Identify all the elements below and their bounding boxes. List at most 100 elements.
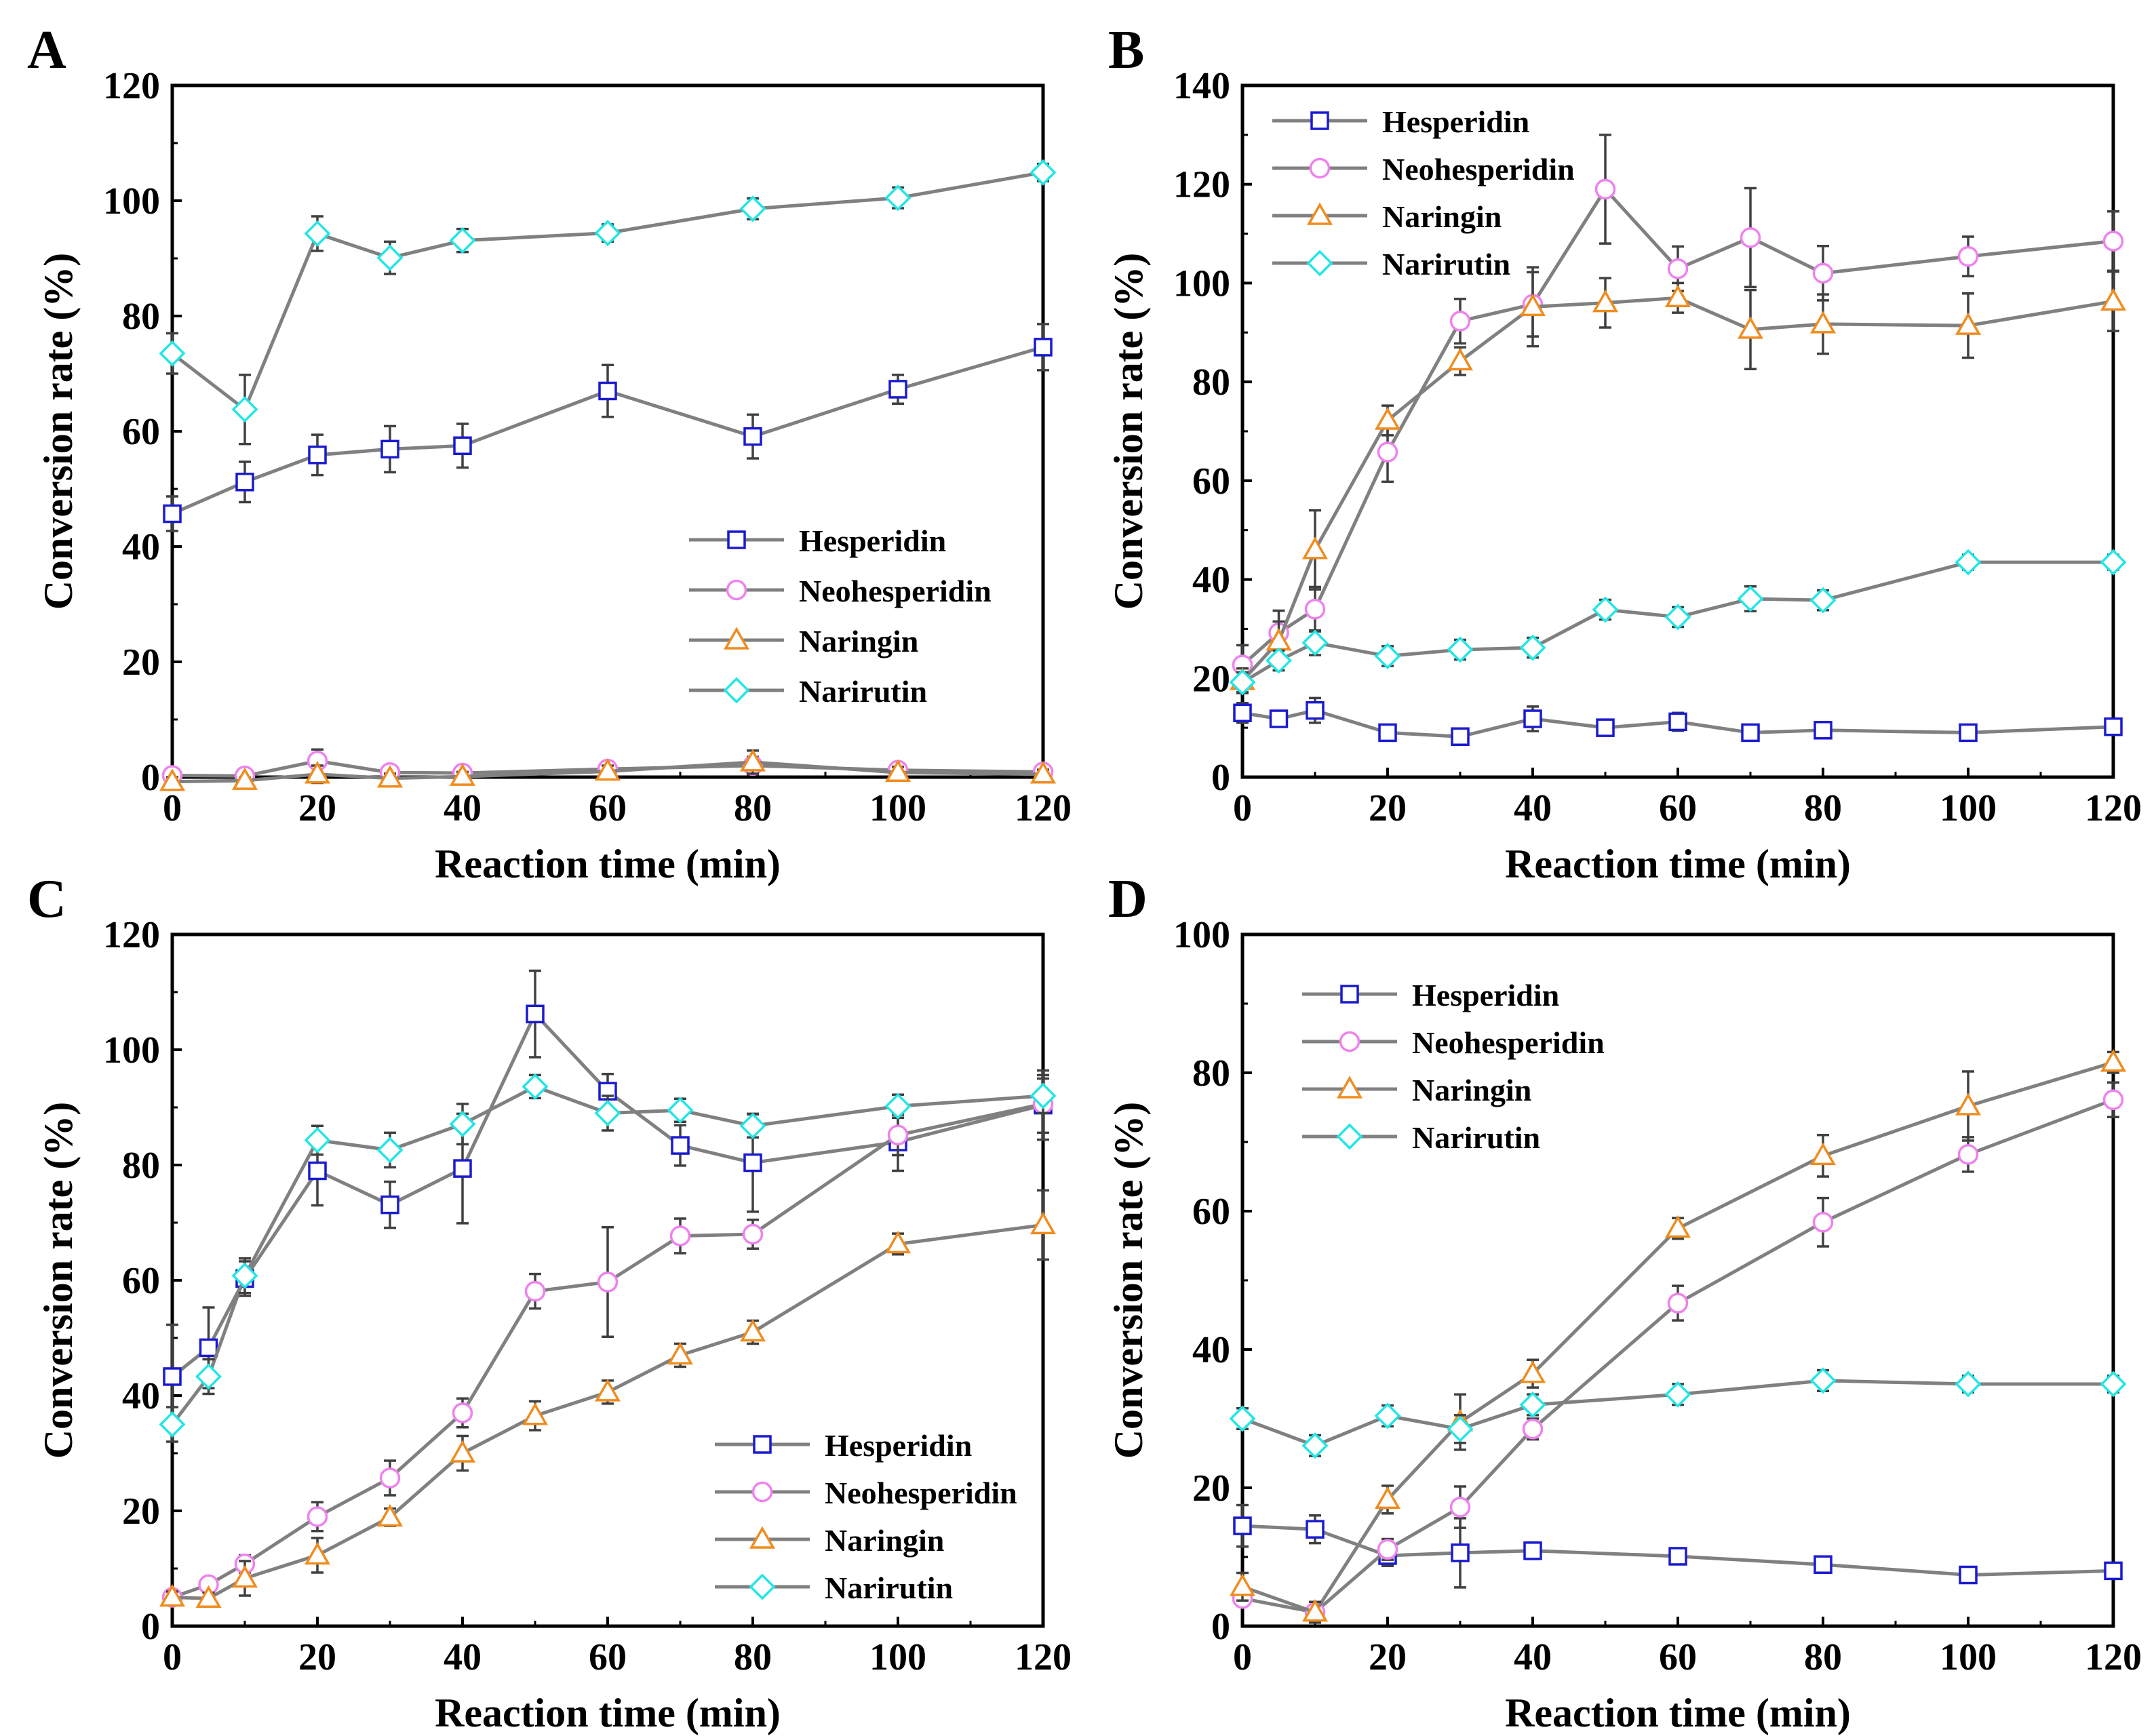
- data-point-naringin: [304, 1541, 331, 1565]
- legend-marker-neohesperidin: [751, 1481, 773, 1503]
- data-point-hesperidin: [163, 504, 182, 524]
- data-point-narirutin: [1955, 1370, 1982, 1398]
- data-point-naringin: [884, 1230, 912, 1254]
- panel-d: D 0 20 40 60 80 100 120 0 20 40 60 80 100 Reaction tim…: [1106, 869, 2142, 1735]
- data-point-neohesperidin: [2102, 231, 2124, 252]
- x-tick-label: 20: [1369, 787, 1407, 829]
- data-point-hesperidin: [671, 1136, 690, 1155]
- legend-marker-narirutin: [749, 1573, 776, 1600]
- series-narirutin-b: [1229, 549, 2127, 696]
- legend-marker-hesperidin: [1310, 111, 1329, 130]
- x-tick-label: 60: [589, 787, 627, 829]
- data-point-narirutin: [2100, 549, 2127, 576]
- data-point-neohesperidin: [307, 1506, 328, 1527]
- data-point-naringin: [1374, 1486, 1401, 1510]
- data-point-narirutin: [884, 1092, 912, 1120]
- data-point-narirutin: [1229, 1405, 1256, 1432]
- data-point-hesperidin: [598, 381, 617, 401]
- y-tick-label: 60: [122, 411, 160, 453]
- data-point-hesperidin: [199, 1338, 218, 1358]
- data-point-hesperidin: [743, 427, 762, 446]
- legend-label-naringin: Naringin: [1412, 1073, 1531, 1107]
- series-neohesperidin-c: [161, 1073, 1054, 1608]
- data-point-hesperidin: [1306, 701, 1325, 720]
- data-point-neohesperidin: [669, 1225, 691, 1246]
- x-tick-label: 20: [298, 787, 336, 829]
- y-tick-label: 140: [1173, 65, 1230, 107]
- data-point-narirutin: [522, 1073, 549, 1100]
- x-axis-label-a: Reaction time (min): [435, 842, 781, 886]
- series-naringin-a: [159, 749, 1057, 791]
- data-point-narirutin: [159, 340, 186, 367]
- data-point-narirutin: [1447, 636, 1474, 663]
- y-tick-label: 0: [141, 757, 160, 799]
- y-tick-label: 80: [122, 1145, 160, 1187]
- data-point-naringin: [231, 767, 258, 790]
- x-tick-label: 60: [1659, 787, 1697, 829]
- data-point-hesperidin: [380, 1195, 399, 1215]
- data-point-naringin: [1374, 407, 1401, 430]
- plot-frame-a: [170, 83, 1045, 779]
- x-tick-label: 0: [1233, 787, 1252, 829]
- data-point-hesperidin: [1959, 723, 1978, 743]
- data-point-narirutin: [449, 227, 476, 254]
- data-point-hesperidin: [235, 473, 254, 492]
- data-point-narirutin: [1592, 596, 1619, 623]
- series-line-naringin: [1241, 296, 2114, 682]
- y-tick-label: 120: [1173, 164, 1230, 206]
- data-point-narirutin: [667, 1097, 694, 1124]
- y-tick-label: 40: [122, 1375, 160, 1417]
- series-line-naringin: [1242, 1061, 2114, 1615]
- series-narirutin-a: [159, 159, 1057, 446]
- data-point-narirutin: [231, 1262, 258, 1289]
- y-tick-label: 40: [122, 526, 160, 568]
- data-point-neohesperidin: [1957, 1144, 1979, 1165]
- data-point-naringin: [1592, 290, 1619, 313]
- y-axis-label-c: Conversion rate (%): [36, 1102, 81, 1459]
- data-point-naringin: [1301, 536, 1329, 559]
- panel-b: B 0 20 40 60 80 100 120 0 20 40 60 80 100 120 140 Reacti…: [1106, 20, 2142, 886]
- legend-marker-hesperidin: [727, 530, 746, 549]
- data-point-narirutin: [159, 1411, 186, 1438]
- legend-marker-naringin: [723, 627, 750, 650]
- data-point-hesperidin: [308, 1161, 327, 1181]
- y-axis-label-b: Conversion rate (%): [1106, 253, 1151, 610]
- x-tick-label: 100: [869, 787, 926, 829]
- data-point-naringin: [304, 761, 331, 784]
- data-point-hesperidin: [1269, 709, 1289, 728]
- y-tick-label: 60: [1192, 460, 1230, 502]
- y-tick-label: 0: [1211, 1606, 1230, 1648]
- data-point-naringin: [1737, 316, 1764, 339]
- data-point-narirutin: [195, 1363, 222, 1390]
- data-point-neohesperidin: [1449, 1497, 1471, 1518]
- data-point-narirutin: [1955, 549, 1982, 576]
- panel-label-d: D: [1108, 869, 1148, 929]
- plot-frame-b: [1240, 83, 2115, 779]
- data-point-hesperidin: [453, 1159, 472, 1178]
- x-tick-label: 80: [1804, 1636, 1842, 1678]
- data-point-naringin: [1519, 1360, 1546, 1383]
- data-point-neohesperidin: [452, 1402, 473, 1423]
- data-point-naringin: [1955, 312, 1982, 335]
- data-point-hesperidin: [453, 436, 472, 455]
- data-point-narirutin: [1266, 647, 1292, 674]
- series-hesperidin-c: [163, 969, 1053, 1430]
- x-tick-label: 40: [444, 787, 482, 829]
- y-tick-label: 80: [1192, 1052, 1230, 1094]
- data-point-neohesperidin: [1594, 178, 1616, 200]
- data-point-hesperidin: [1814, 1555, 1832, 1574]
- data-point-hesperidin: [1668, 712, 1687, 732]
- data-point-neohesperidin: [1667, 258, 1689, 279]
- data-point-hesperidin: [1233, 703, 1252, 723]
- data-point-hesperidin: [1814, 721, 1832, 740]
- x-tick-label: 100: [1940, 787, 1997, 829]
- y-tick-label: 100: [1173, 262, 1230, 304]
- series-narirutin-d: [1229, 1367, 2127, 1459]
- data-point-naringin: [739, 749, 766, 772]
- data-point-narirutin: [1519, 634, 1546, 661]
- data-point-naringin: [739, 1318, 766, 1342]
- series-neohesperidin-d: [1232, 1081, 2124, 1623]
- data-point-neohesperidin: [2102, 1089, 2124, 1111]
- y-axis-label-d: Conversion rate (%): [1106, 1102, 1151, 1459]
